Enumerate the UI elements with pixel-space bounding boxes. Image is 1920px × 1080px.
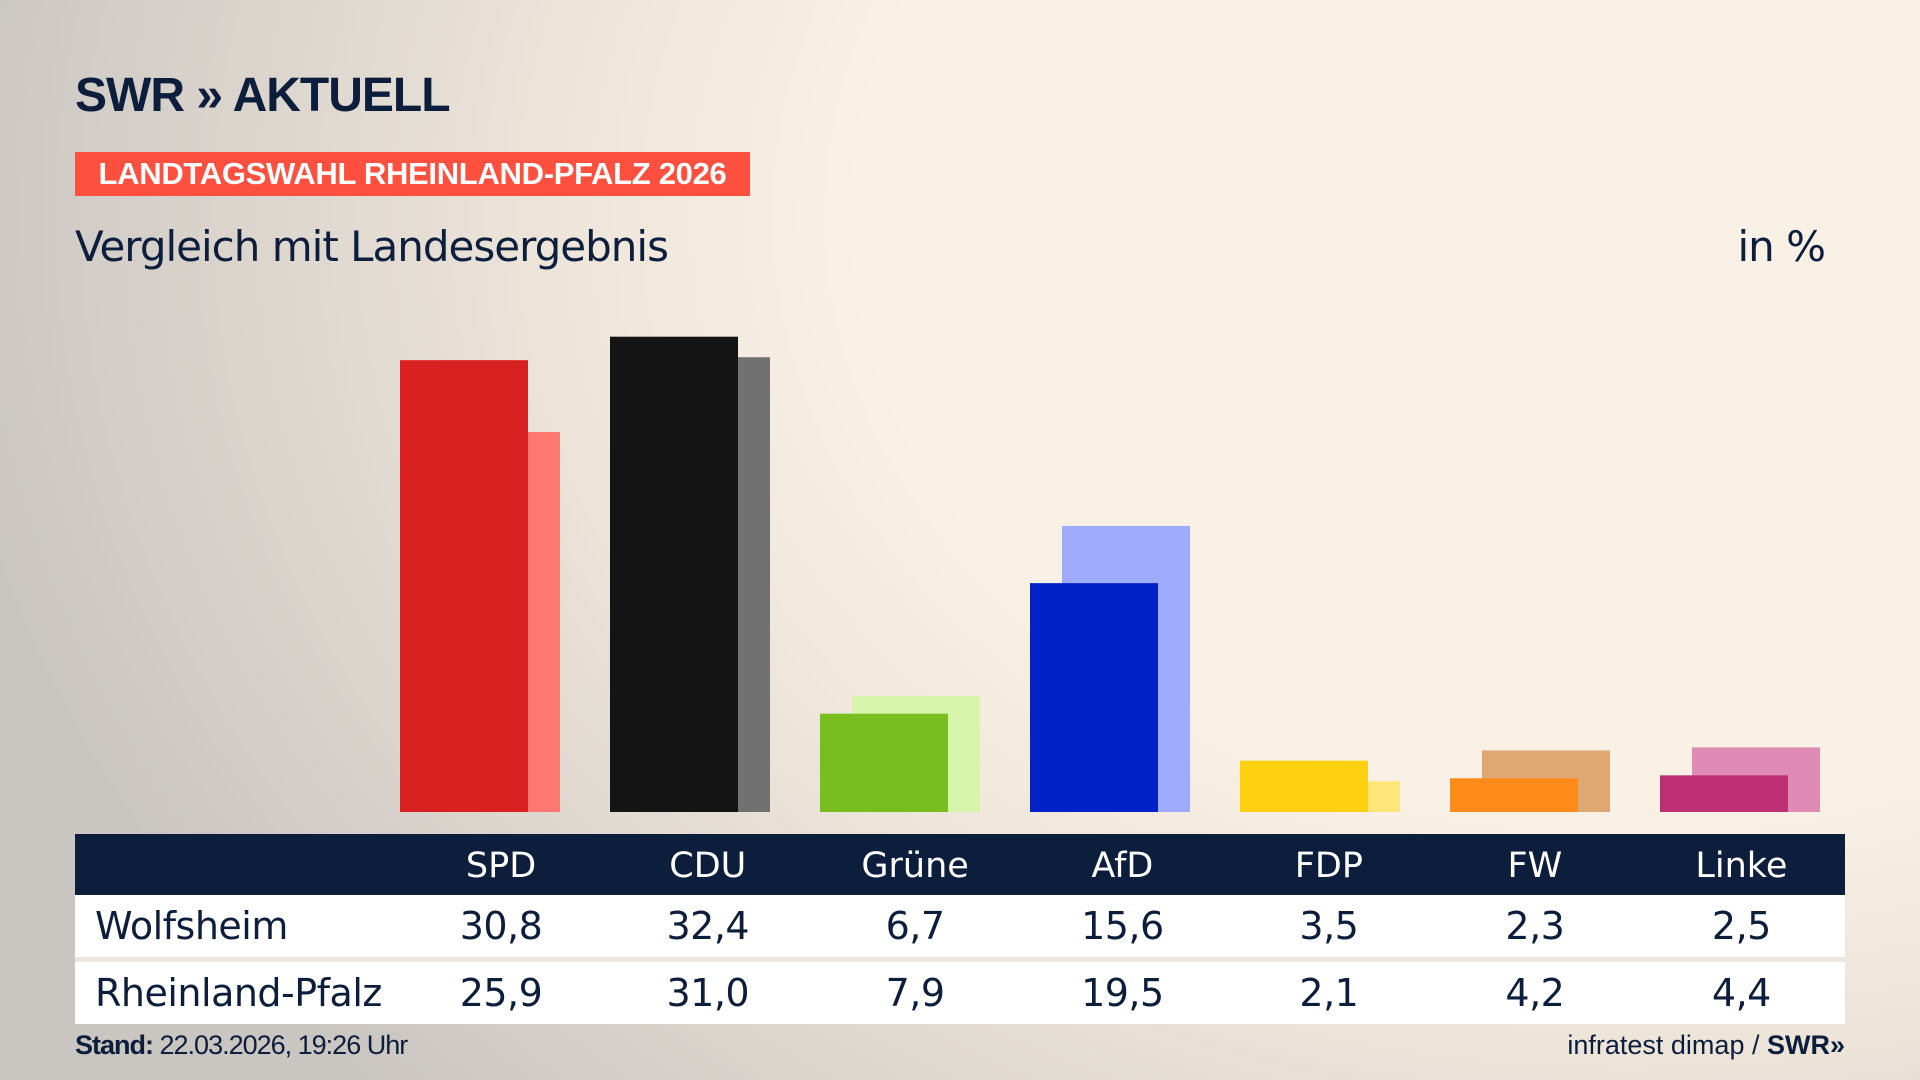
bar-fw-local [1450,778,1578,812]
column-header-fdp: FDP [1225,834,1432,895]
source: infratest dimap / SWR» [1567,1030,1845,1061]
table-row: Rheinland-Pfalz 25,9 31,0 7,9 19,5 2,1 4,2 4,4 [75,957,1845,1024]
value-label: 15,6 [1018,895,1226,957]
column-header-fw: FW [1431,834,1638,895]
bar-spd-local [400,360,528,812]
column-header-grüne: Grüne [811,834,1019,895]
swr-logo-small: SWR» [1766,1030,1845,1060]
bar-afd-local [1030,583,1158,812]
bar-linke-local [1660,775,1788,812]
stand-label: Stand: [75,1030,154,1060]
unit-label: in % [1737,222,1826,271]
timestamp: Stand: 22.03.2026, 19:26 Uhr [75,1030,409,1061]
bar-grüne-local [820,713,948,812]
bar-cdu-local [610,336,738,812]
value-label: 6,7 [811,895,1019,957]
swr-aktuell-logo: SWR » AKTUELL [75,69,451,122]
value-label: 3,5 [1225,895,1432,957]
value-label: 4,2 [1431,957,1638,1024]
column-header-linke: Linke [1637,834,1845,895]
value-label: 31,0 [604,957,812,1024]
column-header-cdu: CDU [604,834,812,895]
bar-fdp-local [1240,760,1368,812]
results-table: SPD CDU Grüne AfD FDP FW Linke Wolfsheim 30,8 32… [75,834,1845,1024]
row-label: Wolfsheim [75,895,398,957]
column-header-afd: AfD [1018,834,1226,895]
table-row: Wolfsheim 30,8 32,4 6,7 15,6 3,5 2,3 2,5 [75,895,1845,957]
election-banner: LANDTAGSWAHL RHEINLAND-PFALZ 2026 [75,152,750,196]
chart-subtitle: Vergleich mit Landesergebnis [75,222,669,271]
column-header-spd: SPD [397,834,605,895]
value-label: 30,8 [397,895,605,957]
value-label: 32,4 [604,895,812,957]
value-label: 4,4 [1637,957,1845,1024]
value-label: 2,5 [1637,895,1845,957]
row-label: Rheinland-Pfalz [75,957,398,1024]
value-label: 25,9 [397,957,605,1024]
value-label: 2,3 [1431,895,1638,957]
value-label: 19,5 [1018,957,1226,1024]
stand-value: 22.03.2026, 19:26 Uhr [159,1030,409,1060]
source-text: infratest dimap / [1567,1030,1760,1060]
value-label: 7,9 [811,957,1019,1024]
header-blank [75,834,398,895]
value-label: 2,1 [1225,957,1432,1024]
